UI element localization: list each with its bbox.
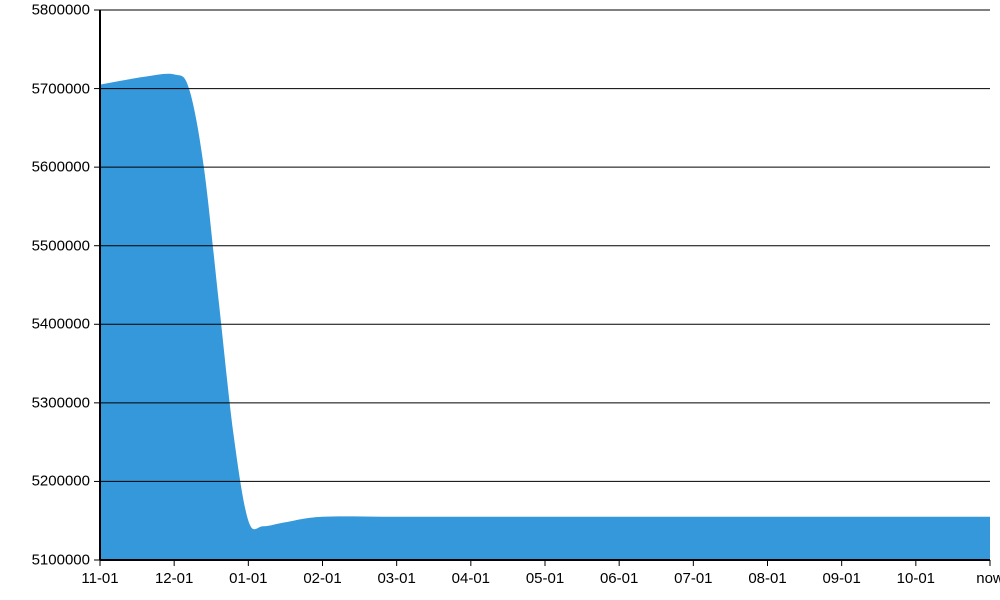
y-axis-label: 5700000: [0, 80, 90, 97]
x-axis-label: 08-01: [748, 570, 786, 587]
x-axis-label: 01-01: [229, 570, 267, 587]
x-axis-label: 09-01: [822, 570, 860, 587]
x-axis-label: 12-01: [155, 570, 193, 587]
y-axis-label: 5200000: [0, 473, 90, 490]
chart-svg: [0, 0, 1000, 600]
y-axis-label: 5400000: [0, 316, 90, 333]
x-axis-label: 03-01: [377, 570, 415, 587]
x-axis-label: 02-01: [303, 570, 341, 587]
x-axis-label: 06-01: [600, 570, 638, 587]
x-axis-label: 05-01: [526, 570, 564, 587]
x-axis-label: now: [976, 570, 1000, 587]
y-axis-label: 5500000: [0, 237, 90, 254]
x-axis-label: 07-01: [674, 570, 712, 587]
y-axis-label: 5600000: [0, 159, 90, 176]
x-axis-label: 11-01: [81, 570, 118, 587]
y-axis-label: 5100000: [0, 552, 90, 569]
x-axis-label: 04-01: [452, 570, 490, 587]
y-axis-label: 5300000: [0, 394, 90, 411]
area-chart: 5100000 5200000 5300000 5400000 5500000 56000…: [0, 0, 1000, 600]
y-axis-label: 5800000: [0, 2, 90, 19]
x-axis-label: 10-01: [897, 570, 935, 587]
